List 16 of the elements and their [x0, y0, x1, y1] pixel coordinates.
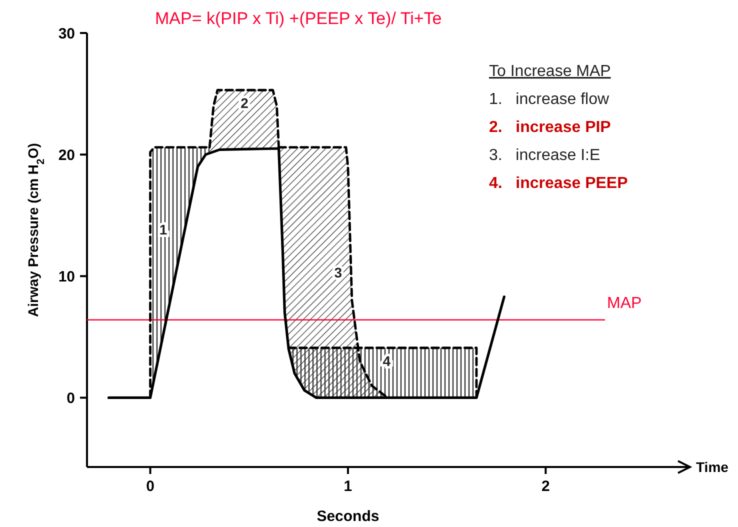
x-tick-label: 0: [146, 478, 154, 495]
chart-title: MAP= k(PIP x Ti) +(PEEP x Te)/ Ti+Te: [155, 9, 442, 28]
x-tick-label: 2: [542, 478, 550, 495]
y-tick-label: 20: [58, 146, 75, 164]
y-tick-label: 10: [58, 268, 75, 286]
ref-line-label: MAP: [607, 294, 642, 312]
y-tick-label: 30: [58, 25, 75, 42]
y-tick-label: 0: [66, 390, 75, 407]
x-tick-label: 1: [344, 478, 352, 495]
text: Time: [696, 459, 729, 475]
annotation: 3. increase I:E: [489, 147, 600, 164]
x-axis-title: Seconds: [316, 508, 380, 525]
legend-title: To Increase MAP: [489, 63, 611, 80]
annotation: 4. increase PEEP: [489, 175, 628, 192]
annotation: 2. increase PIP: [489, 119, 612, 136]
annotation: 1. increase flow: [489, 91, 610, 108]
